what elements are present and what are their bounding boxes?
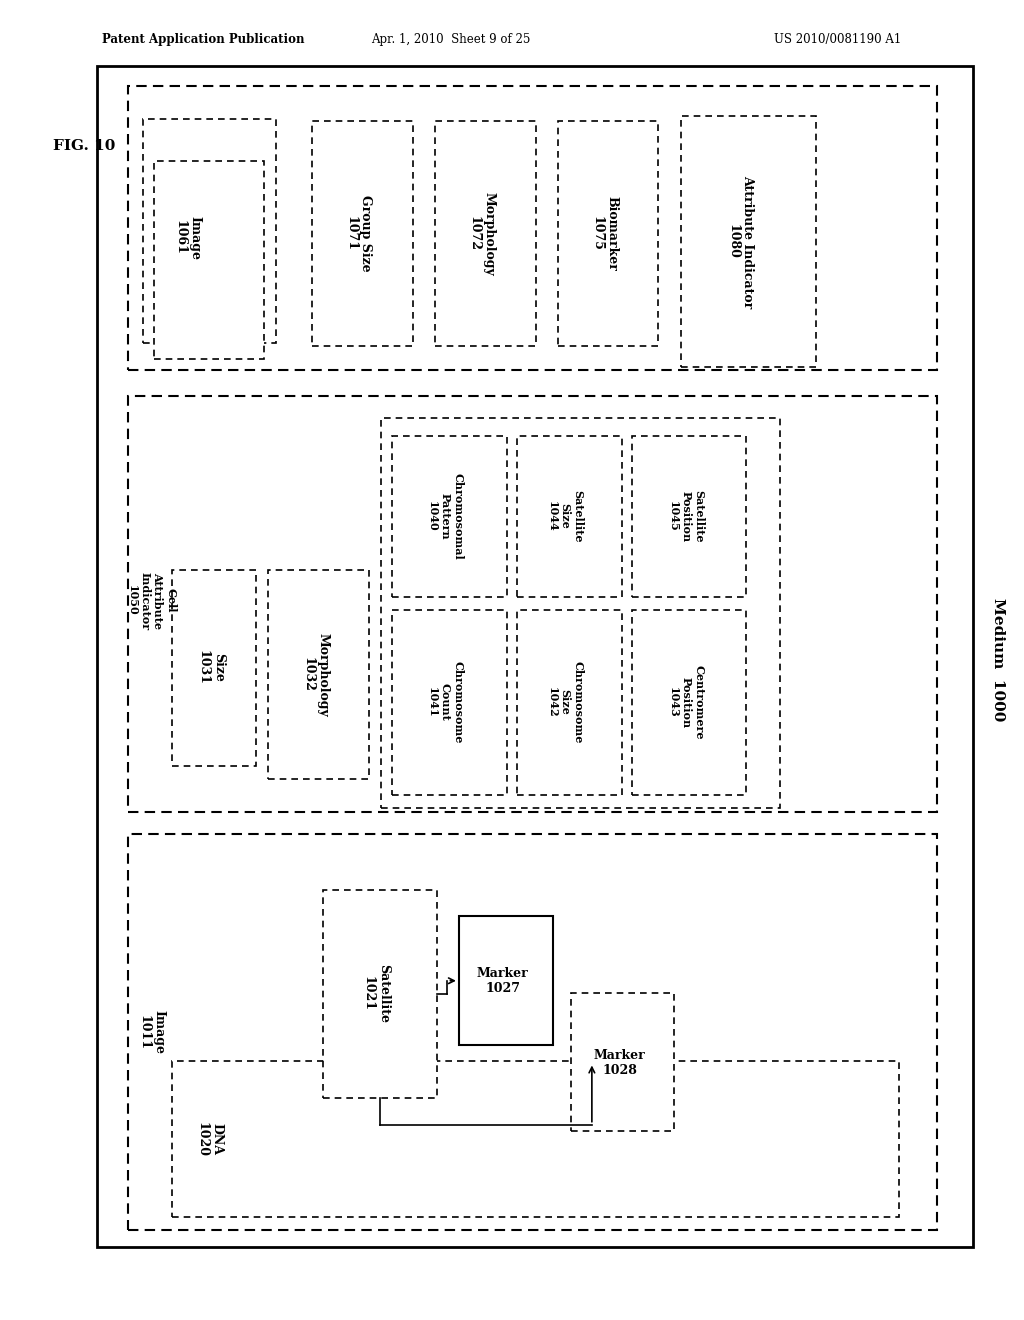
Text: Morphology
1072: Morphology 1072 xyxy=(467,191,496,276)
Text: Chromosome
Size
1042: Chromosome Size 1042 xyxy=(547,661,584,743)
Text: Chromosomal
Pattern
1040: Chromosomal Pattern 1040 xyxy=(427,473,464,560)
Text: Medium  1000: Medium 1000 xyxy=(991,598,1006,722)
Text: Cell
Attribute
Indicator
1050: Cell Attribute Indicator 1050 xyxy=(127,572,176,630)
FancyBboxPatch shape xyxy=(517,610,622,795)
Text: Biomarker
1075: Biomarker 1075 xyxy=(590,197,618,271)
FancyBboxPatch shape xyxy=(392,436,507,597)
FancyBboxPatch shape xyxy=(128,834,937,1230)
Text: Image
1011: Image 1011 xyxy=(137,1010,166,1055)
Text: FIG. 10: FIG. 10 xyxy=(53,139,116,153)
Text: Satellite
Size
1044: Satellite Size 1044 xyxy=(547,490,584,543)
Text: Marker
1027: Marker 1027 xyxy=(477,966,528,995)
Text: Chromosome
Count
1041: Chromosome Count 1041 xyxy=(427,661,464,743)
Text: Attribute Indicator
1080: Attribute Indicator 1080 xyxy=(726,176,755,308)
FancyBboxPatch shape xyxy=(517,436,622,597)
Text: Size
1031: Size 1031 xyxy=(197,651,225,685)
FancyBboxPatch shape xyxy=(681,116,816,367)
Text: DNA
1020: DNA 1020 xyxy=(196,1122,224,1156)
Text: Patent Application Publication: Patent Application Publication xyxy=(102,33,305,46)
FancyBboxPatch shape xyxy=(392,610,507,795)
FancyBboxPatch shape xyxy=(128,396,937,812)
FancyBboxPatch shape xyxy=(571,993,674,1131)
FancyBboxPatch shape xyxy=(459,916,553,1045)
Text: Centromere
Position
1043: Centromere Position 1043 xyxy=(668,665,705,739)
Text: Satellite
1021: Satellite 1021 xyxy=(361,965,390,1023)
FancyBboxPatch shape xyxy=(154,161,264,359)
Text: Marker
1028: Marker 1028 xyxy=(594,1048,645,1077)
Text: Group Size
1071: Group Size 1071 xyxy=(344,195,373,272)
FancyBboxPatch shape xyxy=(381,418,780,808)
FancyBboxPatch shape xyxy=(97,66,973,1247)
FancyBboxPatch shape xyxy=(558,121,658,346)
Text: US 2010/0081190 A1: US 2010/0081190 A1 xyxy=(774,33,901,46)
FancyBboxPatch shape xyxy=(172,1061,899,1217)
Text: Image
1061: Image 1061 xyxy=(173,215,202,260)
FancyBboxPatch shape xyxy=(632,436,746,597)
Text: Apr. 1, 2010  Sheet 9 of 25: Apr. 1, 2010 Sheet 9 of 25 xyxy=(371,33,530,46)
FancyBboxPatch shape xyxy=(632,610,746,795)
Text: Morphology
1032: Morphology 1032 xyxy=(301,632,330,717)
FancyBboxPatch shape xyxy=(143,119,276,343)
Text: Satellite
Position
1045: Satellite Position 1045 xyxy=(668,490,705,543)
FancyBboxPatch shape xyxy=(268,570,369,779)
FancyBboxPatch shape xyxy=(435,121,536,346)
FancyBboxPatch shape xyxy=(128,86,937,370)
FancyBboxPatch shape xyxy=(312,121,413,346)
FancyBboxPatch shape xyxy=(172,570,256,766)
FancyBboxPatch shape xyxy=(323,890,437,1098)
